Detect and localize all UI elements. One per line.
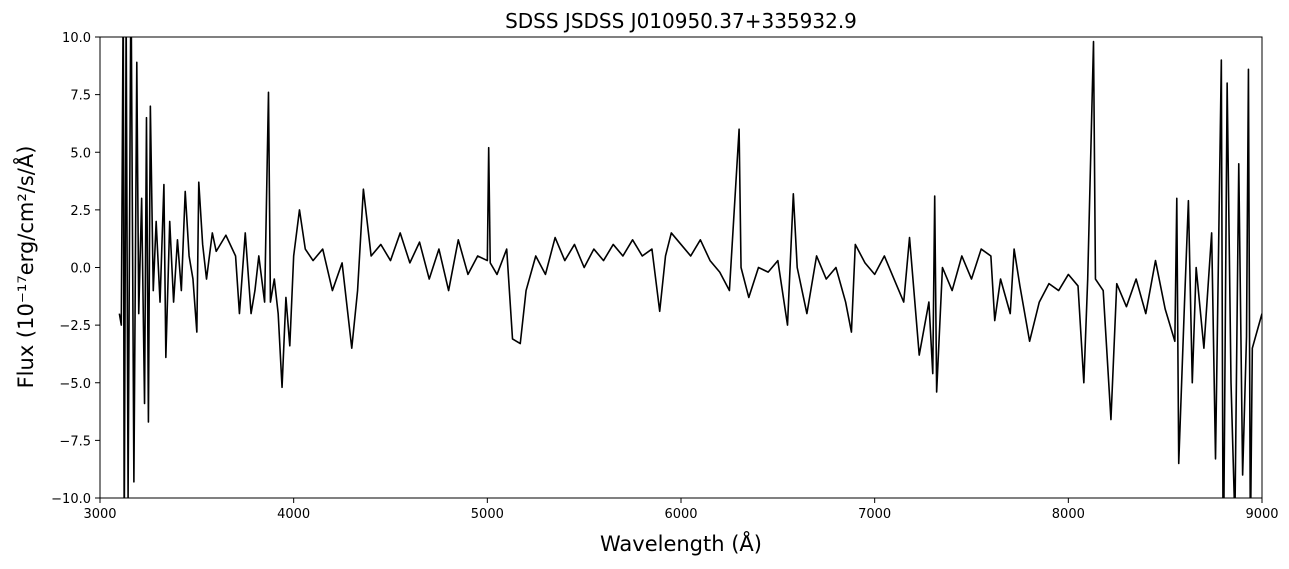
y-tick-label: −2.5 bbox=[59, 319, 91, 334]
y-tick-label: 0.0 bbox=[70, 262, 91, 277]
x-tick-label: 6000 bbox=[664, 507, 697, 522]
y-tick-label: 2.5 bbox=[70, 204, 91, 219]
plot-area bbox=[118, 37, 1262, 498]
y-tick-label: 7.5 bbox=[70, 89, 91, 104]
y-tick-label: −7.5 bbox=[59, 434, 91, 449]
x-tick-label: 4000 bbox=[277, 507, 310, 522]
x-tick-label: 8000 bbox=[1052, 507, 1085, 522]
x-tick-label: 7000 bbox=[858, 507, 891, 522]
x-tick-label: 3000 bbox=[83, 507, 116, 522]
y-tick-label: 5.0 bbox=[70, 146, 91, 161]
x-tick-label: 9000 bbox=[1245, 507, 1278, 522]
y-tick-label: 10.0 bbox=[62, 31, 91, 46]
x-tick-label: 5000 bbox=[471, 507, 504, 522]
y-tick-label: −5.0 bbox=[59, 377, 91, 392]
y-axis-label: Flux (10⁻¹⁷erg/cm²/s/Å) bbox=[12, 146, 38, 389]
chart-title: SDSS JSDSS J010950.37+335932.9 bbox=[505, 9, 857, 33]
x-axis-label: Wavelength (Å) bbox=[600, 530, 762, 556]
y-tick-label: −10.0 bbox=[51, 492, 91, 507]
spectrum-line bbox=[118, 37, 1262, 498]
